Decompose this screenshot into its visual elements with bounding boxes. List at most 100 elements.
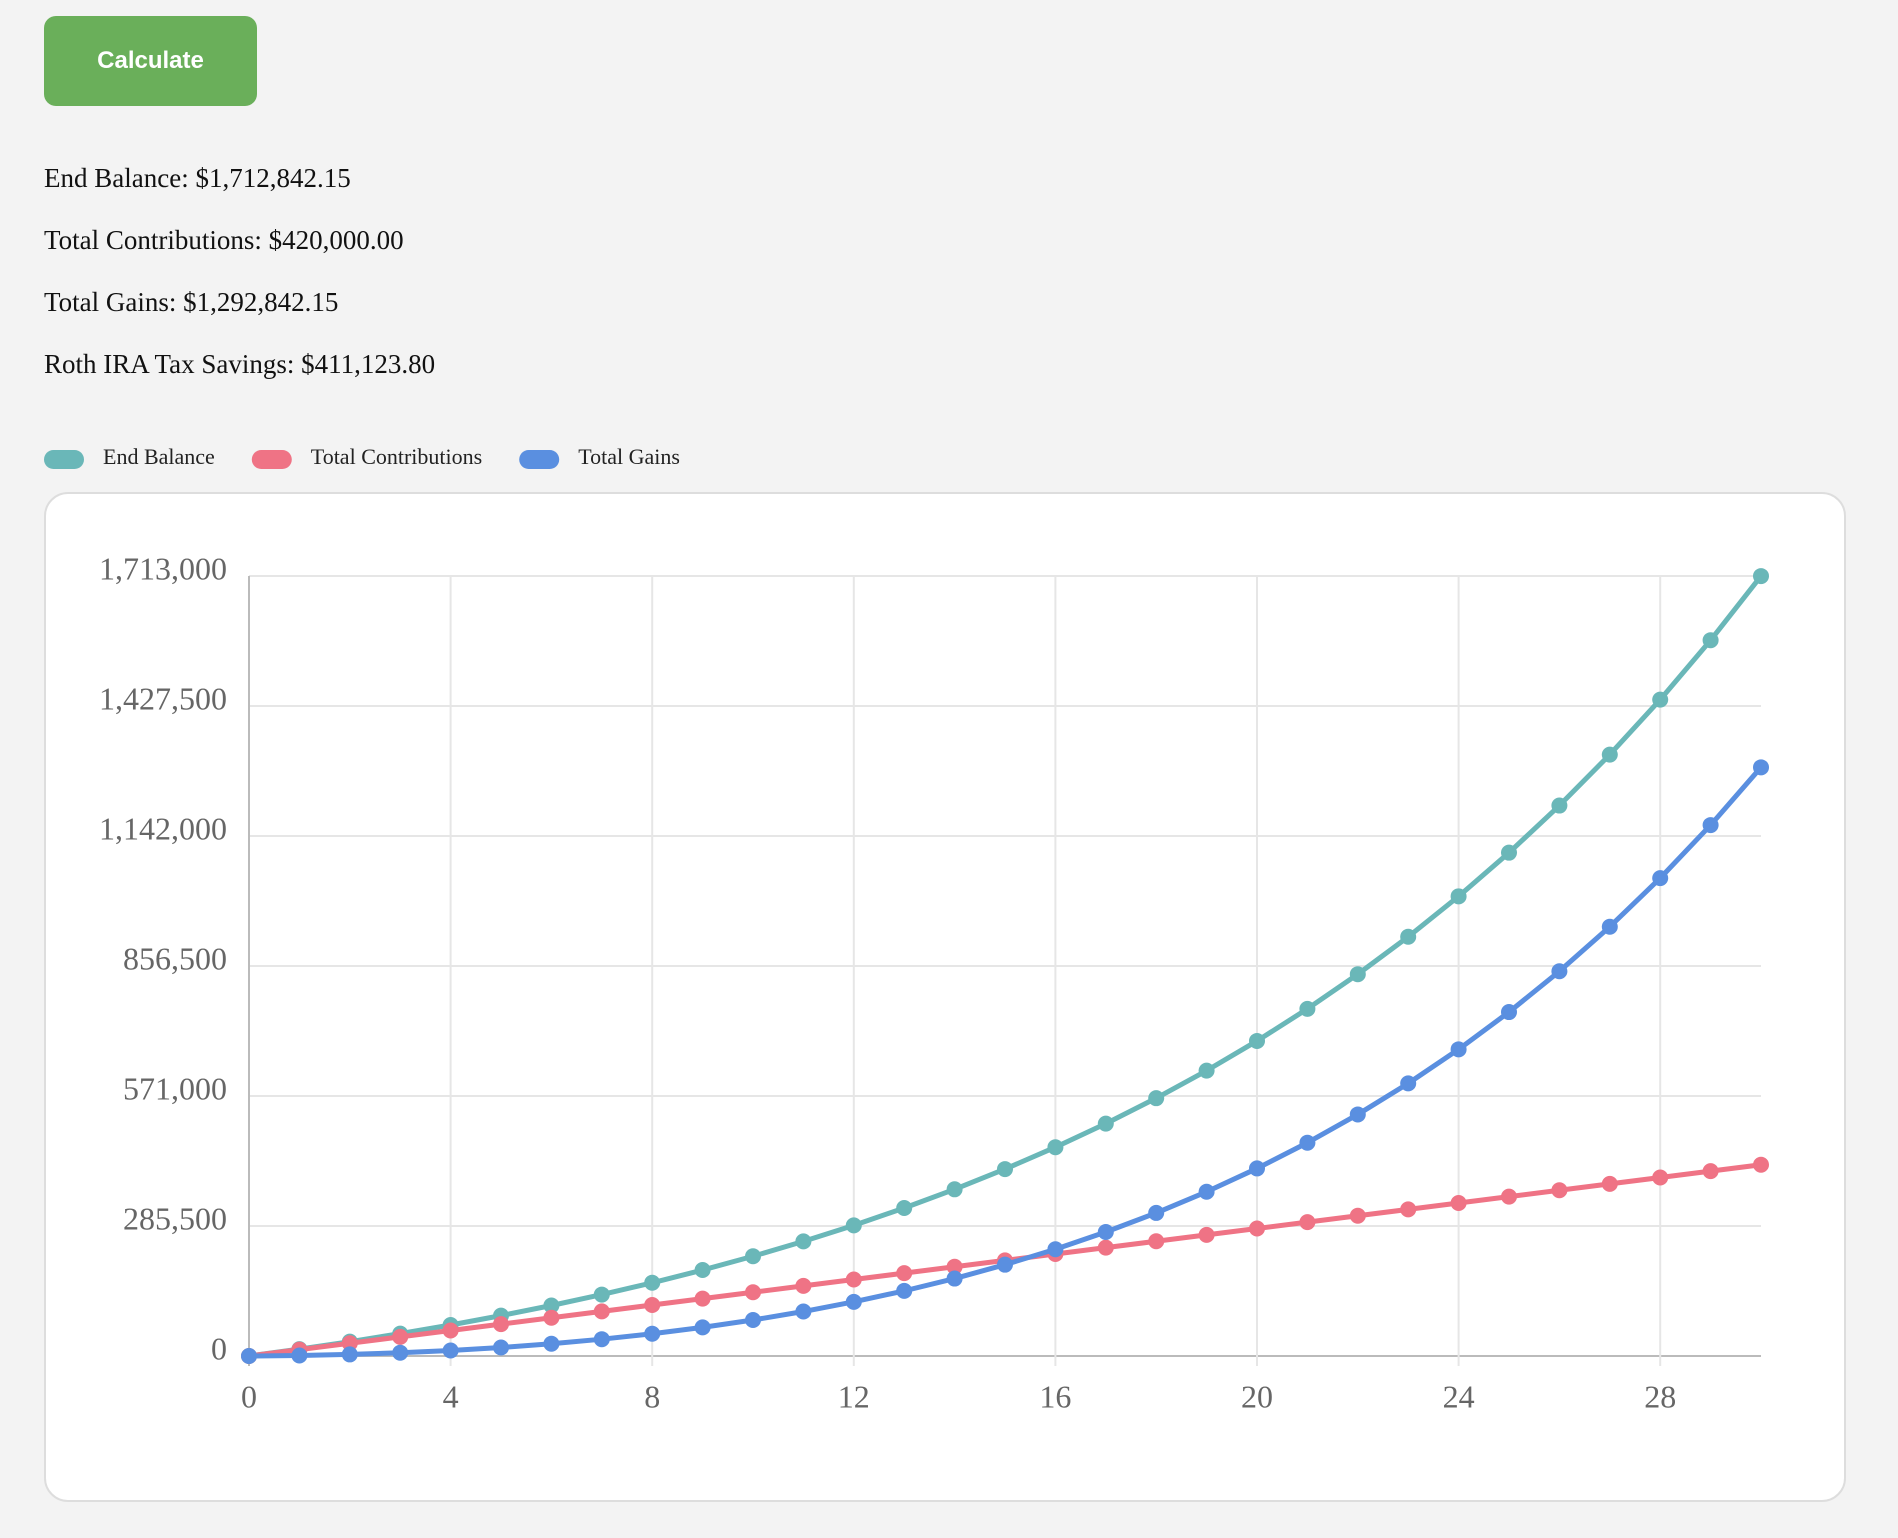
data-point: [1047, 1139, 1064, 1156]
data-point: [946, 1270, 963, 1287]
data-point: [644, 1297, 661, 1314]
data-point: [896, 1282, 913, 1299]
result-line: Total Contributions: $420,000.00: [44, 225, 404, 255]
data-point: [1299, 1000, 1316, 1017]
data-point: [745, 1248, 761, 1265]
data-point: [694, 1319, 711, 1336]
data-point: [1753, 1156, 1769, 1173]
data-point: [1349, 966, 1366, 983]
data-point: [1400, 928, 1417, 945]
data-point: [795, 1303, 812, 1320]
data-point: [1249, 1032, 1265, 1049]
data-point: [1148, 1233, 1165, 1250]
data-point: [341, 1346, 358, 1363]
data-point: [1198, 1062, 1215, 1079]
data-point: [1450, 1195, 1467, 1212]
data-point: [845, 1217, 862, 1234]
data-point: [1198, 1183, 1215, 1200]
legend-swatch: [44, 450, 84, 469]
data-point: [341, 1335, 358, 1352]
y-tick-label: 1,427,500: [99, 680, 227, 716]
data-point: [1299, 1214, 1316, 1231]
data-point: [997, 1256, 1013, 1273]
data-point: [1652, 870, 1669, 887]
data-point: [795, 1277, 812, 1294]
data-point: [493, 1316, 509, 1333]
data-point: [694, 1262, 711, 1279]
data-point: [593, 1286, 610, 1303]
data-point: [845, 1293, 862, 1310]
data-point: [392, 1344, 409, 1361]
data-point: [1400, 1201, 1417, 1218]
data-point: [1249, 1160, 1265, 1177]
data-point: [745, 1284, 761, 1301]
data-point: [1198, 1226, 1215, 1243]
legend-label: Total Gains: [578, 444, 680, 469]
data-point: [241, 1348, 257, 1364]
data-point: [1249, 1220, 1265, 1237]
result-line: Total Gains: $1,292,842.15: [44, 287, 339, 317]
data-point: [593, 1331, 610, 1348]
data-point: [543, 1335, 560, 1352]
legend-swatch: [251, 450, 292, 469]
data-point: [745, 1312, 761, 1329]
data-point: [1299, 1134, 1316, 1151]
data-point: [493, 1339, 509, 1356]
x-tick-label: 12: [838, 1378, 870, 1414]
data-point: [543, 1297, 560, 1314]
data-point: [896, 1200, 913, 1217]
data-point: [442, 1342, 459, 1359]
data-point: [997, 1161, 1013, 1178]
x-tick-label: 28: [1644, 1378, 1676, 1414]
data-point: [1400, 1075, 1417, 1092]
x-tick-label: 4: [443, 1378, 459, 1414]
legend-label: Total Contributions: [311, 444, 482, 469]
data-point: [291, 1347, 308, 1364]
data-point: [1753, 568, 1769, 585]
data-point: [1501, 844, 1517, 861]
data-point: [1753, 759, 1769, 776]
data-point: [1097, 1115, 1114, 1132]
data-point: [1349, 1207, 1366, 1224]
data-point: [1450, 888, 1467, 905]
data-point: [1501, 1004, 1517, 1021]
x-tick-label: 0: [241, 1378, 257, 1414]
result-line: Roth IRA Tax Savings: $411,123.80: [44, 349, 436, 379]
x-tick-label: 8: [644, 1378, 660, 1414]
y-tick-label: 571,000: [123, 1070, 227, 1106]
result-line: End Balance: $1,712,842.15: [44, 163, 351, 193]
x-tick-label: 20: [1241, 1378, 1273, 1414]
x-tick-label: 16: [1039, 1378, 1071, 1414]
data-point: [1601, 918, 1618, 935]
data-point: [1047, 1241, 1064, 1258]
y-tick-label: 285,500: [123, 1200, 227, 1236]
data-point: [1702, 1163, 1719, 1180]
data-point: [1097, 1224, 1114, 1241]
data-point: [543, 1309, 560, 1326]
data-point: [946, 1258, 963, 1275]
data-point: [1702, 632, 1719, 649]
data-point: [1501, 1188, 1517, 1205]
data-point: [1551, 963, 1568, 980]
calculate-button[interactable]: Calculate: [44, 16, 257, 106]
data-point: [1148, 1204, 1165, 1221]
chart-card: [44, 492, 1846, 1502]
x-tick-label: 24: [1443, 1378, 1475, 1414]
data-point: [1652, 691, 1669, 708]
data-point: [1349, 1106, 1366, 1123]
data-point: [1097, 1239, 1114, 1256]
data-point: [593, 1303, 610, 1320]
data-point: [845, 1271, 862, 1288]
data-point: [392, 1328, 409, 1345]
y-tick-label: 0: [211, 1330, 227, 1366]
y-tick-label: 1,713,000: [99, 550, 227, 586]
data-point: [896, 1265, 913, 1282]
data-point: [946, 1181, 963, 1198]
legend-swatch: [519, 450, 560, 469]
data-point: [1551, 1182, 1568, 1199]
data-point: [795, 1233, 812, 1250]
data-point: [644, 1325, 661, 1342]
y-tick-label: 856,500: [123, 940, 227, 976]
